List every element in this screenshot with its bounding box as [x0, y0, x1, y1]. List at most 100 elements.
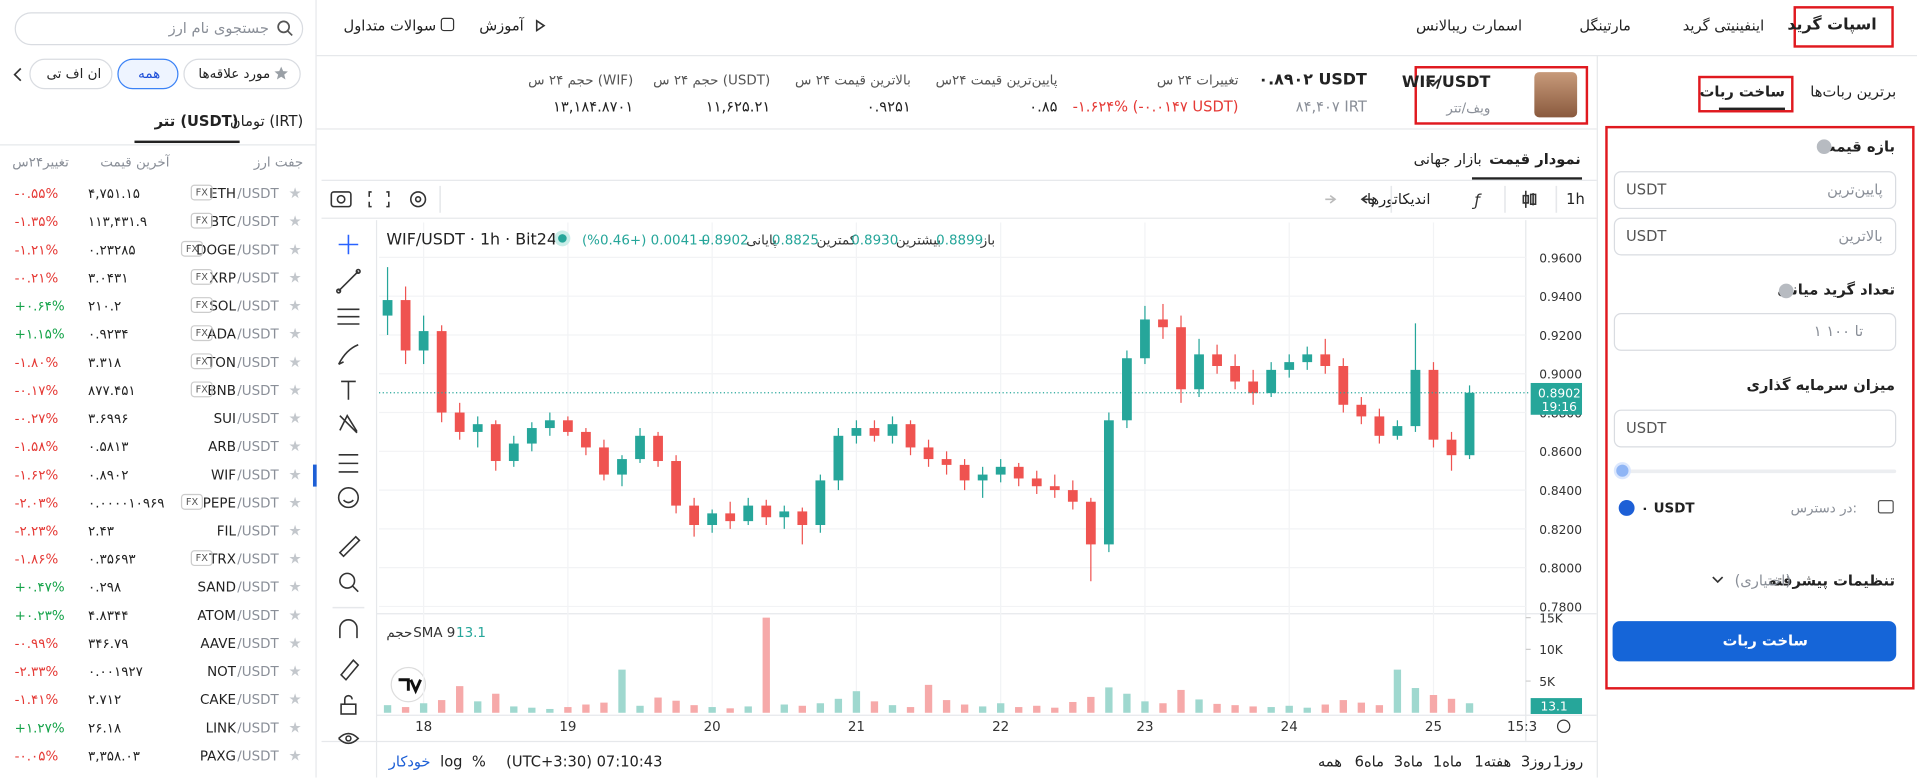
change: -۱.۴۱%: [14, 691, 59, 708]
timeframe[interactable]: 6ماه: [1354, 753, 1384, 771]
filter-pill[interactable]: [183, 58, 301, 90]
star-icon[interactable]: ★: [288, 240, 302, 258]
nav-tab[interactable]: اسپات گرید: [1787, 15, 1877, 35]
input[interactable]: [1613, 217, 1897, 256]
ohlc-legend: باز0.8899بیشترین0.8930کمترین0.8825پایانی…: [582, 234, 995, 249]
change: -۱.۲۱%: [14, 242, 59, 258]
volume-badge: [1530, 698, 1583, 714]
star-icon[interactable]: ★: [288, 746, 302, 765]
candle-body: [418, 331, 429, 351]
candle-body: [382, 300, 393, 316]
nav-tab[interactable]: اسمارت ریبالانس: [1415, 17, 1523, 35]
star-icon[interactable]: ★: [288, 606, 302, 624]
star-icon[interactable]: ★: [288, 578, 302, 596]
base: WIF: [210, 467, 236, 483]
timeframe[interactable]: 3روز: [1520, 753, 1552, 771]
nav-link[interactable]: سوالات متداول: [343, 17, 437, 35]
star-icon[interactable]: ★: [288, 690, 302, 708]
x-tick-label: 21: [848, 720, 865, 735]
divider: [321, 217, 1597, 219]
star-icon[interactable]: ★: [288, 662, 302, 680]
chart-tab[interactable]: بازار جهانی: [1413, 150, 1482, 168]
chart-tab[interactable]: نمودار قیمت: [1489, 150, 1581, 168]
star-icon[interactable]: ★: [288, 381, 302, 399]
volume-bar: [960, 704, 969, 713]
base: SOL: [209, 298, 236, 315]
slider-track[interactable]: [1622, 469, 1897, 474]
price: ۲.۷۱۲: [88, 691, 122, 708]
scale-option[interactable]: log: [440, 753, 463, 771]
star-icon[interactable]: ★: [288, 297, 302, 315]
timeframe[interactable]: 1هفته: [1474, 753, 1512, 771]
filter-label[interactable]: مورد علاقه‌ها: [198, 66, 271, 82]
filter-pill-active[interactable]: [117, 58, 179, 90]
chevron-icon[interactable]: [1712, 576, 1724, 586]
volume-bar: [636, 705, 644, 713]
submit-button[interactable]: [1612, 621, 1897, 662]
star-icon[interactable]: ★: [288, 353, 302, 371]
indicators[interactable]: اندیکاتورها: [1366, 190, 1431, 208]
volume-bar: [762, 617, 770, 713]
dropdown-icon[interactable]: [1426, 77, 1441, 89]
nav-tab[interactable]: اینفینیتی گرید: [1682, 17, 1765, 35]
currency-tab[interactable]: تتر (USDT): [154, 112, 239, 130]
x-tick-label: 18: [415, 720, 432, 735]
star-icon[interactable]: ★: [288, 550, 302, 568]
divider: [315, 0, 317, 778]
tab-underline: [1718, 107, 1785, 111]
star-icon[interactable]: ★: [288, 268, 302, 287]
nav-tab[interactable]: مارتینگل: [1579, 17, 1631, 35]
volume-bar: [942, 700, 951, 713]
candle-body: [1446, 439, 1457, 456]
fx-icon[interactable]: ƒ: [1471, 190, 1482, 209]
star-icon[interactable]: ★: [288, 718, 302, 736]
quote: /USDT: [237, 185, 279, 202]
chevron-icon[interactable]: [12, 67, 24, 82]
timeframe[interactable]: 1روز: [1552, 753, 1584, 771]
input[interactable]: [1613, 312, 1897, 351]
filter-pill[interactable]: [29, 58, 113, 90]
stat-value: -۱.۶۲۴% (-۰.۰۱۴۷ USDT): [1072, 97, 1239, 115]
currency-tab[interactable]: تومان (IRT): [229, 112, 304, 130]
scale-option[interactable]: خودکار: [388, 753, 431, 771]
star-icon[interactable]: ★: [288, 325, 302, 343]
advanced-label[interactable]: تنظیمات پیشرفته: [1767, 572, 1895, 590]
panel-tab[interactable]: ساخت ربات: [1699, 83, 1785, 101]
panel-tab[interactable]: برترین ربات‌ها: [1810, 83, 1897, 101]
search-placeholder: جستجوی نام ارز: [168, 19, 269, 37]
volume-bar: [1159, 703, 1167, 713]
star-icon[interactable]: ★: [288, 437, 302, 455]
timeframe[interactable]: 3ماه: [1393, 753, 1424, 771]
input[interactable]: [1613, 409, 1897, 448]
fx-tag: FX: [180, 493, 204, 510]
slider-handle[interactable]: [1613, 462, 1631, 480]
legend-value: 0.8899: [936, 234, 983, 249]
candle-body: [1067, 490, 1078, 502]
input[interactable]: [1613, 171, 1897, 210]
timeframe[interactable]: همه: [1317, 753, 1343, 771]
countdown: 19:16: [1542, 400, 1577, 414]
star-icon[interactable]: ★: [288, 493, 302, 512]
star-icon[interactable]: ★: [288, 184, 302, 202]
price-badge-label: 0.8902: [1538, 387, 1581, 401]
nav-link[interactable]: آموزش: [479, 17, 524, 35]
add-button[interactable]: [1618, 500, 1635, 516]
filter-label[interactable]: همه: [138, 66, 161, 82]
interval[interactable]: 1h: [1566, 190, 1585, 208]
available-value: ۰ USDT: [1640, 500, 1695, 516]
timeframe[interactable]: 1ماه: [1432, 753, 1463, 771]
star-icon[interactable]: ★: [288, 212, 302, 230]
volume-bar: [546, 708, 554, 713]
change: -۰.۲۱%: [14, 270, 59, 287]
scale-option[interactable]: %: [471, 753, 486, 771]
filter-label[interactable]: ان اف تی: [46, 66, 102, 82]
star-icon[interactable]: ★: [288, 634, 302, 652]
star-icon[interactable]: ★: [288, 465, 302, 483]
star-icon[interactable]: ★: [288, 522, 302, 540]
pair[interactable]: WIF/USDT: [1401, 73, 1491, 92]
clock: (UTC+3:30) 07:10:43: [506, 753, 663, 771]
star-icon[interactable]: ★: [288, 409, 302, 427]
search-box[interactable]: [14, 12, 304, 46]
settings-icon[interactable]: [1556, 719, 1571, 733]
submit-label[interactable]: ساخت ربات: [1722, 632, 1808, 650]
